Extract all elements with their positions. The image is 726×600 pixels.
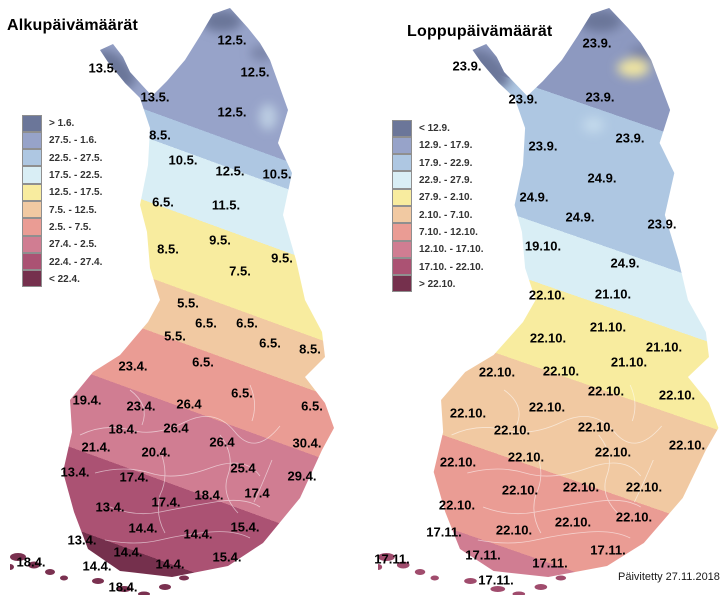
legend-row: < 22.4. [22,270,102,288]
legend-label: 12.10. - 17.10. [419,244,484,256]
legend-swatch [392,154,412,172]
legend-row: 12.9. - 17.9. [392,136,484,155]
start-map-legend: > 1.6. 27.5. - 1.6. 22.5. - 27.5. 17.5. - 2… [22,115,102,288]
legend-row: 17.5. - 22.5. [22,166,103,184]
legend-label: 7.10. - 12.10. [419,226,478,238]
legend-swatch [22,218,42,236]
legend-row: 22.9. - 27.9. [392,171,484,189]
end-map-legend: < 12.9. 12.9. - 17.9. 17.9. - 22.9. 22.9. -… [392,120,484,293]
legend-swatch [392,136,412,155]
legend-row: 27.9. - 2.10. [392,188,484,206]
legend-label: < 12.9. [419,123,450,135]
legend-label: 22.5. - 27.5. [49,152,103,164]
legend-row: 17.9. - 22.9. [392,154,484,172]
legend-label: 2.10. - 7.10. [419,209,473,221]
legend-swatch [22,252,42,271]
legend-swatch [392,188,412,206]
legend-swatch [392,205,412,224]
legend-swatch [22,200,42,219]
legend-swatch [22,166,42,184]
legend-swatch [392,171,412,189]
legend-swatch [22,235,42,253]
legend-label: 17.10. - 22.10. [419,261,484,273]
end-date-map [378,8,719,595]
start-date-map [10,8,334,595]
legend-label: 22.4. - 27.4. [49,256,103,268]
legend-swatch [22,183,42,201]
legend-label: 27.5. - 1.6. [49,135,97,147]
updated-date-note: Päivitetty 27.11.2018 [618,571,720,583]
end-map-title: Loppupäivämäärät [407,23,553,40]
legend-row: 12.10. - 17.10. [392,240,484,258]
legend-label: 12.5. - 17.5. [49,187,103,199]
legend-row: > 22.10. [392,275,484,293]
legend-row: 27.5. - 1.6. [22,131,102,150]
legend-swatch [22,131,42,150]
legend-swatch [392,120,412,138]
legend-row: < 12.9. [392,120,484,138]
legend-swatch [392,257,412,276]
legend-label: > 1.6. [49,118,75,130]
legend-label: 7.5. - 12.5. [49,204,97,216]
legend-row: 27.4. - 2.5. [22,235,102,253]
legend-swatch [22,270,42,288]
legend-row: 2.10. - 7.10. [392,205,484,224]
legend-row: 22.4. - 27.4. [22,252,103,271]
legend-swatch [392,240,412,258]
legend-row: 7.5. - 12.5. [22,200,102,219]
start-map-title: Alkupäivämäärät [7,17,139,34]
legend-label: 27.4. - 2.5. [49,239,97,251]
legend-row: 22.5. - 27.5. [22,149,103,167]
legend-swatch [22,149,42,167]
legend-row: 2.5. - 7.5. [22,218,102,236]
legend-label: 2.5. - 7.5. [49,221,92,233]
legend-row: 12.5. - 17.5. [22,183,103,201]
legend-row: 7.10. - 12.10. [392,223,484,241]
finland-outline [63,8,334,577]
map-detail-overlays [451,10,663,544]
legend-label: 12.9. - 17.9. [419,140,473,152]
legend-label: 17.9. - 22.9. [419,157,473,169]
legend-label: > 22.10. [419,278,456,290]
legend-label: 27.9. - 2.10. [419,192,473,204]
legend-label: 22.9. - 27.9. [419,175,473,187]
legend-swatch [22,115,42,133]
legend-row: > 1.6. [22,115,102,133]
legend-label: < 22.4. [49,273,80,285]
map-detail-overlays [79,10,281,544]
legend-swatch [392,223,412,241]
legend-row: 17.10. - 22.10. [392,257,484,276]
legend-swatch [392,275,412,293]
legend-label: 17.5. - 22.5. [49,170,103,182]
